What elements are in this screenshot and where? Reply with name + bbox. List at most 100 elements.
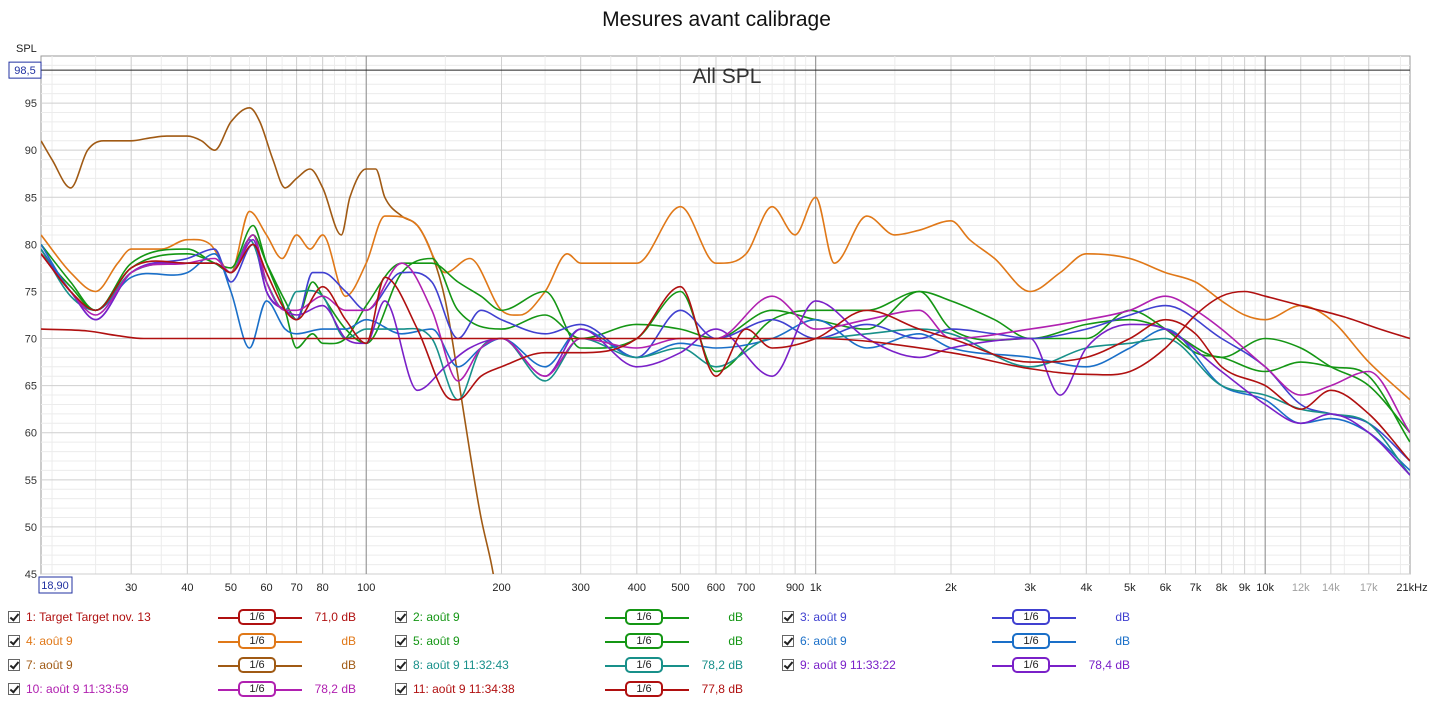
x-tick-label: 1k <box>810 582 822 594</box>
series-line-7 <box>41 106 495 574</box>
legend-level: dB <box>728 610 743 624</box>
legend-item[interactable]: 1: Target Target nov. 13 <box>8 607 151 627</box>
y-tick-label: 70 <box>25 334 37 346</box>
legend-item[interactable]: 7: août 9 <box>8 655 73 675</box>
x-tick-label: 400 <box>628 582 646 594</box>
y-tick-label: 60 <box>25 428 37 440</box>
legend-series-name: 7: août 9 <box>26 658 73 672</box>
legend-level: 71,0 dB <box>314 610 356 624</box>
smoothing-button[interactable]: 1/6 <box>605 609 689 625</box>
cursor-x-readout: 18,90 <box>41 580 69 592</box>
x-tick-label: 200 <box>492 582 510 594</box>
legend-item[interactable]: 5: août 9 <box>395 631 460 651</box>
cursor-y-readout: 98,5 <box>14 65 35 77</box>
y-tick-label: 55 <box>25 475 37 487</box>
legend-checkbox[interactable] <box>395 635 407 647</box>
smoothing-button[interactable]: 1/6 <box>605 681 689 697</box>
cursor-x-box <box>38 576 73 594</box>
series-line-10 <box>41 234 1410 434</box>
x-tick-label: 17k <box>1360 582 1378 594</box>
x-tick-label: 3k <box>1024 582 1036 594</box>
series-line-3 <box>41 243 1410 462</box>
legend-checkbox[interactable] <box>8 659 20 671</box>
plot-label: All SPL <box>693 65 762 88</box>
x-tick-label: 50 <box>225 582 237 594</box>
legend-item[interactable]: 10: août 9 11:33:59 <box>8 679 129 699</box>
smoothing-label: 1/6 <box>625 657 663 673</box>
legend-item[interactable]: 3: août 9 <box>782 607 847 627</box>
legend-checkbox[interactable] <box>782 611 794 623</box>
legend-series-name: 9: août 9 11:33:22 <box>800 658 896 672</box>
legend-level: 78,2 dB <box>314 682 356 696</box>
smoothing-label: 1/6 <box>1012 609 1050 625</box>
legend-level: 78,4 dB <box>1088 658 1130 672</box>
plot-area <box>40 55 1411 575</box>
x-tick-label: 40 <box>181 582 193 594</box>
legend-checkbox[interactable] <box>8 683 20 695</box>
smoothing-button[interactable]: 1/6 <box>605 657 689 673</box>
y-axis-label: SPL <box>16 43 37 55</box>
cursor-y-box <box>8 61 42 79</box>
y-tick-label: 65 <box>25 381 37 393</box>
legend-checkbox[interactable] <box>395 683 407 695</box>
legend-checkbox[interactable] <box>782 635 794 647</box>
legend-item[interactable]: 9: août 9 11:33:22 <box>782 655 896 675</box>
frequency-response-chart[interactable]: 45 50 55 60 65 70 75 80 85 90 95 30 40 50 60 70 80 100 200… <box>0 0 1433 610</box>
smoothing-label: 1/6 <box>238 681 276 697</box>
x-tick-label: 5k <box>1124 582 1136 594</box>
legend-item[interactable]: 6: août 9 <box>782 631 847 651</box>
series-line-2 <box>41 224 1410 434</box>
legend-checkbox[interactable] <box>8 611 20 623</box>
x-tick-label: 9k <box>1239 582 1251 594</box>
y-tick-label: 95 <box>25 98 37 110</box>
y-tick-label: 50 <box>25 522 37 534</box>
x-tick-label: 7k <box>1190 582 1202 594</box>
legend-item[interactable]: 4: août 9 <box>8 631 73 651</box>
x-tick-label: 900 <box>786 582 804 594</box>
series-line-1 <box>41 290 1410 376</box>
x-tick-label: 4k <box>1080 582 1092 594</box>
x-tick-label: 8k <box>1216 582 1228 594</box>
smoothing-label: 1/6 <box>625 609 663 625</box>
smoothing-button[interactable]: 1/6 <box>218 633 302 649</box>
smoothing-button[interactable]: 1/6 <box>992 657 1076 673</box>
x-tick-label: 14k <box>1322 582 1340 594</box>
legend-level: 78,2 dB <box>701 658 743 672</box>
legend-item[interactable]: 8: août 9 11:32:43 <box>395 655 509 675</box>
series-line-4 <box>41 196 1410 401</box>
legend-item[interactable]: 2: août 9 <box>395 607 460 627</box>
legend-series-name: 5: août 9 <box>413 634 460 648</box>
y-tick-label: 90 <box>25 145 37 157</box>
legend-level: dB <box>341 634 356 648</box>
smoothing-button[interactable]: 1/6 <box>218 681 302 697</box>
legend-series-name: 2: août 9 <box>413 610 460 624</box>
x-tick-label: 60 <box>260 582 272 594</box>
smoothing-button[interactable]: 1/6 <box>605 633 689 649</box>
legend-checkbox[interactable] <box>8 635 20 647</box>
smoothing-label: 1/6 <box>625 633 663 649</box>
legend-level: dB <box>341 658 356 672</box>
smoothing-label: 1/6 <box>1012 657 1050 673</box>
smoothing-button[interactable]: 1/6 <box>218 609 302 625</box>
x-tick-label: 30 <box>125 582 137 594</box>
legend-series-name: 10: août 9 11:33:59 <box>26 682 129 696</box>
smoothing-button[interactable]: 1/6 <box>218 657 302 673</box>
x-tick-label: 600 <box>707 582 725 594</box>
legend-item[interactable]: 11: août 9 11:34:38 <box>395 679 515 699</box>
y-tick-label: 75 <box>25 286 37 298</box>
x-tick-label: 21kHz <box>1396 582 1427 594</box>
x-tick-label: 10k <box>1256 582 1274 594</box>
legend-checkbox[interactable] <box>782 659 794 671</box>
smoothing-label: 1/6 <box>238 633 276 649</box>
legend-checkbox[interactable] <box>395 611 407 623</box>
smoothing-button[interactable]: 1/6 <box>992 633 1076 649</box>
y-tick-label: 85 <box>25 192 37 204</box>
smoothing-button[interactable]: 1/6 <box>992 609 1076 625</box>
legend-series-name: 8: août 9 11:32:43 <box>413 658 509 672</box>
x-tick-label: 12k <box>1292 582 1310 594</box>
x-tick-label: 700 <box>737 582 755 594</box>
x-tick-label: 70 <box>290 582 302 594</box>
legend-level: 77,8 dB <box>701 682 743 696</box>
legend-checkbox[interactable] <box>395 659 407 671</box>
series-line-9 <box>41 238 1410 476</box>
